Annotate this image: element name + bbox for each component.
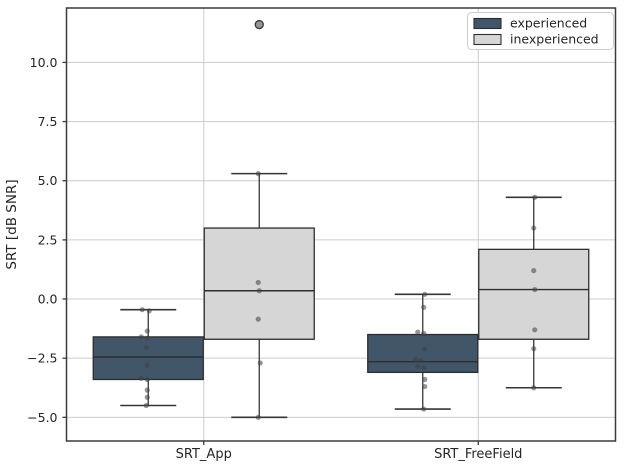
x-tick-label: SRT_App [176, 447, 232, 462]
data-point [144, 362, 150, 368]
data-point [532, 327, 538, 333]
data-point [144, 376, 150, 383]
plot-border [65, 7, 617, 442]
legend-label-experienced: experienced [510, 16, 587, 31]
data-point [138, 334, 144, 340]
box-experienced-srt_app [92, 307, 204, 409]
data-point [413, 356, 419, 362]
y-tick-label: 0.0 [38, 292, 58, 307]
data-point [255, 171, 261, 177]
legend-swatch-inexperienced [473, 33, 502, 46]
data-point [531, 346, 537, 352]
y-tick-label: −2.5 [27, 351, 57, 366]
data-point [422, 383, 428, 390]
data-point [144, 387, 150, 393]
legend-label-inexperienced: inexperienced [510, 32, 599, 47]
y-tick-label: 7.5 [38, 114, 58, 129]
iqr-box [92, 336, 204, 381]
data-point [531, 268, 537, 274]
data-point [144, 335, 150, 341]
data-point [532, 286, 538, 293]
data-point [146, 308, 152, 314]
data-point [422, 376, 428, 383]
y-tick-label: 5.0 [38, 173, 58, 188]
data-point [422, 346, 428, 352]
y-tick-label: 10.0 [30, 55, 58, 70]
data-point [139, 307, 145, 313]
data-point [257, 360, 263, 366]
data-point [143, 402, 149, 409]
y-axis-label: SRT [dB SNR] [4, 179, 20, 269]
y-axis: 10.0 7.5 5.0 2.5 0.0 −2.5 −5.0 [27, 55, 67, 425]
legend-box [467, 12, 614, 50]
x-axis: SRT_App SRT_FreeField [176, 441, 522, 462]
data-point [418, 357, 424, 364]
data-point [421, 330, 427, 336]
data-point [256, 288, 262, 294]
data-point [531, 225, 537, 231]
data-point [143, 344, 149, 351]
iqr-box [478, 248, 590, 340]
data-point [421, 406, 427, 412]
data-point [255, 279, 261, 286]
outlier-point [254, 19, 264, 30]
data-point [422, 291, 428, 297]
data-point [144, 328, 150, 334]
box-experienced-srt_freefield [367, 291, 479, 412]
data-point [421, 304, 427, 310]
box-inexperienced-srt_app [203, 19, 315, 420]
data-point [421, 365, 427, 371]
data-point [531, 385, 537, 391]
data-point [532, 194, 538, 200]
data-point [144, 394, 150, 400]
data-point [415, 329, 421, 335]
data-point [138, 375, 144, 381]
data-point [255, 316, 261, 322]
y-tick-label: −5.0 [27, 410, 57, 425]
data-point [255, 414, 261, 420]
data-point [415, 363, 421, 370]
x-tick-label: SRT_FreeField [434, 447, 522, 462]
legend-swatch-experienced [473, 17, 502, 30]
y-tick-label: 2.5 [38, 232, 58, 247]
gridlines [66, 8, 616, 441]
box-inexperienced-srt_freefield [478, 194, 590, 391]
